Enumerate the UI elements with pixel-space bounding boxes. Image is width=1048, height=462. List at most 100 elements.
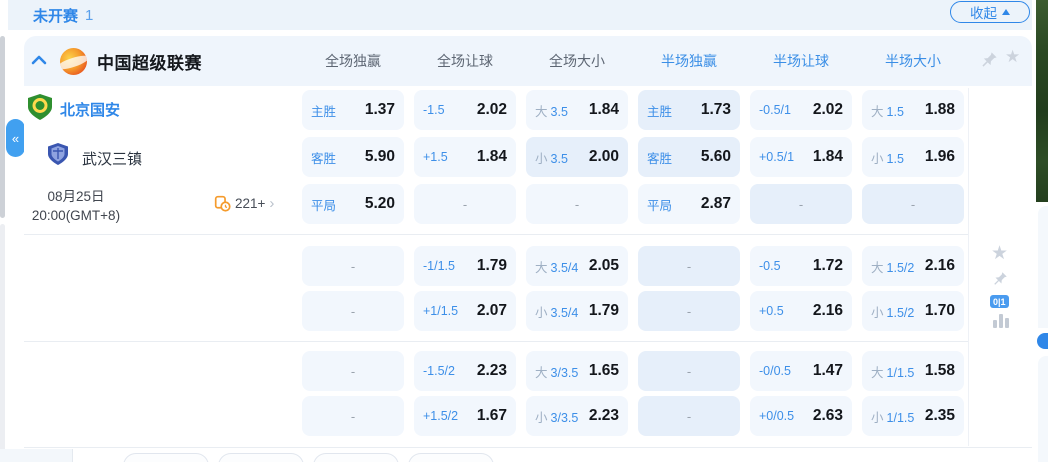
column-header-halftime-overunder[interactable]: 半场大小 xyxy=(885,53,941,69)
market-tab-pill[interactable] xyxy=(313,453,399,462)
odds-cell-empty[interactable]: - xyxy=(302,351,404,391)
adjacent-blue-button-edge[interactable] xyxy=(1037,333,1048,349)
odds-value: 2.02 xyxy=(476,101,507,118)
scrollbar-thumb[interactable] xyxy=(0,36,5,218)
odds-cell[interactable]: 小 3/3.5 2.23 xyxy=(526,396,628,436)
odds-cell[interactable]: 客胜 5.90 xyxy=(302,137,404,177)
favorite-star-icon[interactable]: ★ xyxy=(991,243,1009,264)
odds-cell[interactable]: 小 3.5 2.00 xyxy=(526,137,628,177)
stats-chart-icon[interactable] xyxy=(993,313,1011,328)
market-tab-pill[interactable] xyxy=(218,453,304,462)
over-under-prefix: 小 xyxy=(871,151,884,166)
over-under-prefix: 大 xyxy=(535,260,548,275)
home-team-name[interactable]: 北京国安 xyxy=(60,102,121,119)
match-count: 1 xyxy=(85,6,94,24)
odds-cell-empty[interactable]: - xyxy=(302,396,404,436)
odds-cell-empty[interactable]: - xyxy=(526,184,628,224)
odds-cell[interactable]: 小 1.5/2 1.70 xyxy=(862,291,964,331)
odds-cell[interactable]: 大 1.5 1.88 xyxy=(862,90,964,130)
column-header-fulltime-handicap[interactable]: 全场让球 xyxy=(437,53,493,69)
odds-label-group: 小 3.5 xyxy=(535,148,568,167)
odds-value: 1.79 xyxy=(476,257,507,274)
over-under-prefix: 小 xyxy=(535,410,548,425)
odds-label: 1.5 xyxy=(886,104,904,119)
odds-label-group: 大 1.5/2 xyxy=(871,257,914,276)
column-header-halftime-1x2[interactable]: 半场独赢 xyxy=(661,53,717,69)
more-markets-link[interactable]: 221+ › xyxy=(214,195,274,212)
odds-cell[interactable]: 主胜 1.37 xyxy=(302,90,404,130)
away-team-name[interactable]: 武汉三镇 xyxy=(82,151,143,168)
odds-cell[interactable]: -1.5/2 2.23 xyxy=(414,351,516,391)
odds-cell[interactable]: -1/1.5 1.79 xyxy=(414,246,516,286)
sidebar-collapse-tab[interactable]: « xyxy=(6,119,25,157)
odds-label-group: 客胜 xyxy=(311,148,336,167)
odds-cell[interactable]: -0/0.5 1.47 xyxy=(750,351,852,391)
odds-cell[interactable]: 大 1.5/2 2.16 xyxy=(862,246,964,286)
odds-cell[interactable]: +0.5 2.16 xyxy=(750,291,852,331)
home-team-logo-icon xyxy=(27,93,53,121)
group-divider xyxy=(24,234,968,235)
market-tab-pill[interactable] xyxy=(123,453,209,462)
odds-cell[interactable]: +0.5/1 1.84 xyxy=(750,137,852,177)
odds-cell[interactable]: -1.5 2.02 xyxy=(414,90,516,130)
odds-label-group: -0.5/1 xyxy=(759,103,791,117)
odds-cell[interactable]: 大 3/3.5 1.65 xyxy=(526,351,628,391)
odds-cell-empty[interactable]: - xyxy=(638,246,740,286)
odds-cell[interactable]: 平局 5.20 xyxy=(302,184,404,224)
match-status-label: 未开赛 xyxy=(33,7,79,25)
column-header-fulltime-1x2[interactable]: 全场独赢 xyxy=(325,53,381,69)
odds-label-group: +0/0.5 xyxy=(759,409,794,423)
odds-cell[interactable]: +1.5 1.84 xyxy=(414,137,516,177)
pin-match-icon[interactable] xyxy=(993,271,1008,286)
odds-value: 1.84 xyxy=(812,148,843,165)
odds-cell-empty[interactable]: - xyxy=(862,184,964,224)
odds-label-group: -0/0.5 xyxy=(759,364,791,378)
odds-cell[interactable]: 小 1/1.5 2.35 xyxy=(862,396,964,436)
odds-row: 主胜 1.37 -1.5 2.02 大 3.5 1.84 主胜 1.73 -0.5/1 2.… xyxy=(302,90,964,130)
odds-cell-empty[interactable]: - xyxy=(638,351,740,391)
odds-label: 1.5/2 xyxy=(886,260,915,275)
odds-cell[interactable]: +1/1.5 2.07 xyxy=(414,291,516,331)
odds-cell-empty[interactable]: - xyxy=(638,396,740,436)
odds-cell-empty[interactable]: - xyxy=(750,184,852,224)
odds-label-group: +0.5 xyxy=(759,304,784,318)
odds-label-group: +1/1.5 xyxy=(423,304,458,318)
over-under-prefix: 大 xyxy=(535,104,548,119)
chevron-up-icon[interactable] xyxy=(30,50,48,70)
odds-label: -1.5 xyxy=(423,103,445,117)
odds-cell-empty[interactable]: - xyxy=(302,246,404,286)
odds-cell-empty[interactable]: - xyxy=(638,291,740,331)
odds-cell-empty[interactable]: - xyxy=(414,184,516,224)
odds-cell[interactable]: 大 1/1.5 1.58 xyxy=(862,351,964,391)
odds-cell[interactable]: -0.5/1 2.02 xyxy=(750,90,852,130)
pin-icon[interactable] xyxy=(981,51,998,68)
collapse-button[interactable]: 收起 xyxy=(950,1,1030,23)
odds-cell[interactable]: 平局 2.87 xyxy=(638,184,740,224)
odds-label-group: 主胜 xyxy=(311,101,336,120)
odds-cell[interactable]: 小 3.5/4 1.79 xyxy=(526,291,628,331)
odds-value: 1.37 xyxy=(364,101,395,118)
odds-label: 3/3.5 xyxy=(550,365,579,380)
odds-cell[interactable]: +0/0.5 2.63 xyxy=(750,396,852,436)
score-badge[interactable]: 0|1 xyxy=(990,295,1009,308)
no-odds-dash: - xyxy=(686,408,692,424)
odds-cell[interactable]: 大 3.5/4 2.05 xyxy=(526,246,628,286)
market-tab-pill[interactable] xyxy=(408,453,494,462)
odds-cell[interactable]: -0.5 1.72 xyxy=(750,246,852,286)
odds-cell[interactable]: 主胜 1.73 xyxy=(638,90,740,130)
odds-label: 主胜 xyxy=(647,104,673,119)
odds-value: 1.70 xyxy=(924,302,955,319)
odds-cell[interactable]: 大 3.5 1.84 xyxy=(526,90,628,130)
odds-cell[interactable]: 小 1.5 1.96 xyxy=(862,137,964,177)
odds-cell-empty[interactable]: - xyxy=(302,291,404,331)
star-icon[interactable]: ★ xyxy=(1005,47,1021,66)
no-odds-dash: - xyxy=(462,196,468,212)
odds-cell[interactable]: +1.5/2 1.67 xyxy=(414,396,516,436)
odds-value: 1.58 xyxy=(924,362,955,379)
odds-row: - +1.5/2 1.67 小 3/3.5 2.23 - +0/0.5 2.63 小 1/… xyxy=(302,396,964,436)
column-header-halftime-handicap[interactable]: 半场让球 xyxy=(773,53,829,69)
odds-label-group: 小 3.5/4 xyxy=(535,302,578,321)
column-header-fulltime-overunder[interactable]: 全场大小 xyxy=(549,53,605,69)
odds-cell[interactable]: 客胜 5.60 xyxy=(638,137,740,177)
odds-value: 1.96 xyxy=(924,148,955,165)
